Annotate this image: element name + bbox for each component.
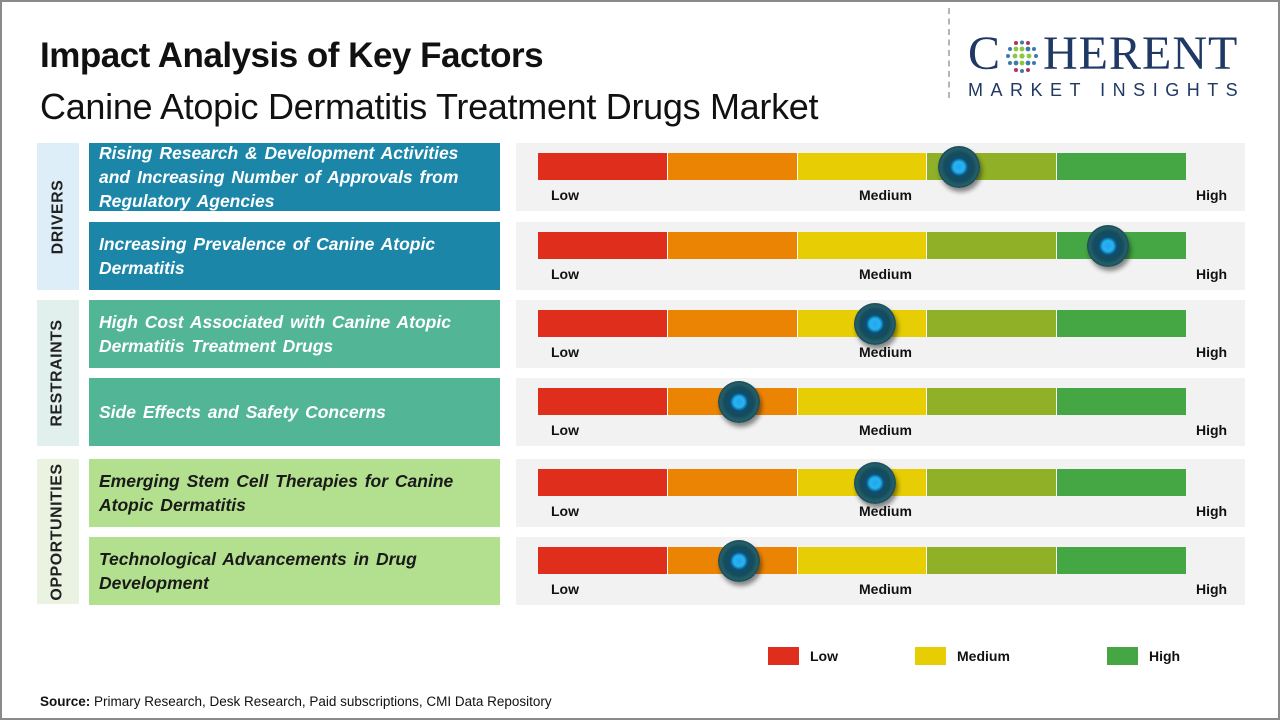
- impact-marker-knob: [717, 540, 760, 582]
- scale-segment-1: [538, 232, 668, 259]
- factor-label-box: Rising Research & Development Activities…: [89, 143, 500, 211]
- tick-label-medium: Medium: [859, 344, 912, 360]
- tick-label-high: High: [1196, 422, 1228, 438]
- scale-segment-3: [797, 153, 928, 180]
- scale-segment-3: [797, 388, 928, 415]
- source-text: Primary Research, Desk Research, Paid su…: [90, 694, 552, 709]
- tick-label-low: Low: [551, 503, 579, 519]
- tick-label-high: High: [1196, 187, 1228, 203]
- tick-label-medium: Medium: [859, 503, 912, 519]
- tick-label-low: Low: [551, 344, 579, 360]
- scale-segment-2: [667, 469, 798, 496]
- tick-label-high: High: [1196, 503, 1228, 519]
- impact-marker-knob: [1087, 225, 1130, 267]
- factor-label: Emerging Stem Cell Therapies for Canine …: [99, 471, 454, 515]
- factor-label-box: Emerging Stem Cell Therapies for Canine …: [89, 459, 500, 527]
- scale-segment-1: [538, 388, 668, 415]
- scale-segment-1: [538, 547, 668, 574]
- chart-subtitle: Canine Atopic Dermatitis Treatment Drugs…: [40, 86, 819, 127]
- legend-item-medium: Medium: [915, 647, 1010, 665]
- tick-label-low: Low: [551, 187, 579, 203]
- factor-label: Rising Research & Development Activities…: [99, 143, 459, 211]
- chart-title: Impact Analysis of Key Factors: [40, 36, 544, 75]
- tick-label-medium: Medium: [859, 422, 912, 438]
- scale-segment-2: [667, 310, 798, 337]
- impact-scale-bar: [538, 153, 1186, 180]
- scale-segment-5: [1057, 153, 1186, 180]
- factor-label-box: Increasing Prevalence of Canine Atopic D…: [89, 222, 500, 290]
- scale-segment-4: [927, 310, 1058, 337]
- scale-segment-3: [797, 547, 928, 574]
- tick-label-low: Low: [551, 422, 579, 438]
- legend-swatch-high: [1107, 647, 1138, 665]
- tick-label-medium: Medium: [859, 187, 912, 203]
- impact-gauge-panel: Low Medium High: [516, 378, 1245, 446]
- group-label-restraints: RESTRAINTS: [37, 300, 79, 446]
- impact-gauge-panel: Low Medium High: [516, 143, 1245, 211]
- tick-label-medium: Medium: [859, 266, 912, 282]
- impact-marker-knob: [717, 381, 760, 423]
- dotted-globe-icon: [1004, 36, 1040, 73]
- impact-gauge-panel: Low Medium High: [516, 300, 1245, 368]
- tick-label-low: Low: [551, 581, 579, 597]
- factor-label: High Cost Associated with Canine Atopic …: [99, 312, 451, 356]
- scale-segment-1: [538, 153, 668, 180]
- scale-segment-2: [667, 232, 798, 259]
- legend-label-low: Low: [810, 648, 838, 664]
- legend-label-high: High: [1149, 648, 1181, 664]
- scale-segment-4: [927, 232, 1058, 259]
- tick-label-high: High: [1196, 344, 1228, 360]
- group-label-opportunities: OPPORTUNITIES: [37, 459, 79, 604]
- header-divider: [948, 8, 950, 98]
- company-logo: C HERENT MARKET INSIGHTS: [968, 30, 1263, 101]
- group-label-text: OPPORTUNITIES: [49, 462, 66, 601]
- factor-label: Increasing Prevalence of Canine Atopic D…: [99, 234, 436, 278]
- source-label: Source:: [40, 694, 91, 709]
- tick-label-high: High: [1196, 581, 1228, 597]
- scale-segment-3: [797, 232, 928, 259]
- logo-brand-line: C HERENT: [968, 30, 1263, 78]
- impact-marker-knob: [938, 146, 981, 188]
- logo-letter-c: C: [968, 27, 1002, 80]
- factor-label: Technological Advancements in Drug Devel…: [99, 549, 417, 593]
- scale-segment-4: [927, 469, 1058, 496]
- legend-swatch-low: [768, 647, 799, 665]
- scale-segment-5: [1057, 310, 1186, 337]
- impact-scale-bar: [538, 547, 1186, 574]
- factor-label-box: High Cost Associated with Canine Atopic …: [89, 300, 500, 368]
- legend-label-medium: Medium: [957, 648, 1010, 664]
- legend-item-low: Low: [768, 647, 838, 665]
- factor-label: Side Effects and Safety Concerns: [99, 402, 386, 422]
- scale-segment-5: [1057, 469, 1186, 496]
- group-label-drivers: DRIVERS: [37, 143, 79, 290]
- impact-scale-bar: [538, 388, 1186, 415]
- scale-segment-4: [927, 547, 1058, 574]
- logo-letters-herent: HERENT: [1043, 27, 1239, 80]
- impact-gauge-panel: Low Medium High: [516, 222, 1245, 290]
- scale-segment-2: [667, 153, 798, 180]
- impact-marker-knob: [853, 462, 896, 504]
- scale-segment-5: [1057, 547, 1186, 574]
- tick-label-high: High: [1196, 266, 1228, 282]
- legend-swatch-medium: [915, 647, 946, 665]
- impact-gauge-panel: Low Medium High: [516, 459, 1245, 527]
- tick-label-medium: Medium: [859, 581, 912, 597]
- source-note: Source: Primary Research, Desk Research,…: [40, 694, 552, 709]
- impact-gauge-panel: Low Medium High: [516, 537, 1245, 605]
- logo-tagline: MARKET INSIGHTS: [968, 80, 1246, 100]
- legend-item-high: High: [1107, 647, 1180, 665]
- scale-segment-4: [927, 388, 1058, 415]
- group-label-text: RESTRAINTS: [49, 319, 67, 427]
- factor-label-box: Technological Advancements in Drug Devel…: [89, 537, 500, 605]
- impact-marker-knob: [853, 303, 896, 345]
- factor-label-box: Side Effects and Safety Concerns: [89, 378, 500, 446]
- tick-label-low: Low: [551, 266, 579, 282]
- group-label-text: DRIVERS: [49, 179, 66, 254]
- scale-segment-1: [538, 469, 668, 496]
- scale-segment-1: [538, 310, 668, 337]
- scale-segment-5: [1057, 388, 1186, 415]
